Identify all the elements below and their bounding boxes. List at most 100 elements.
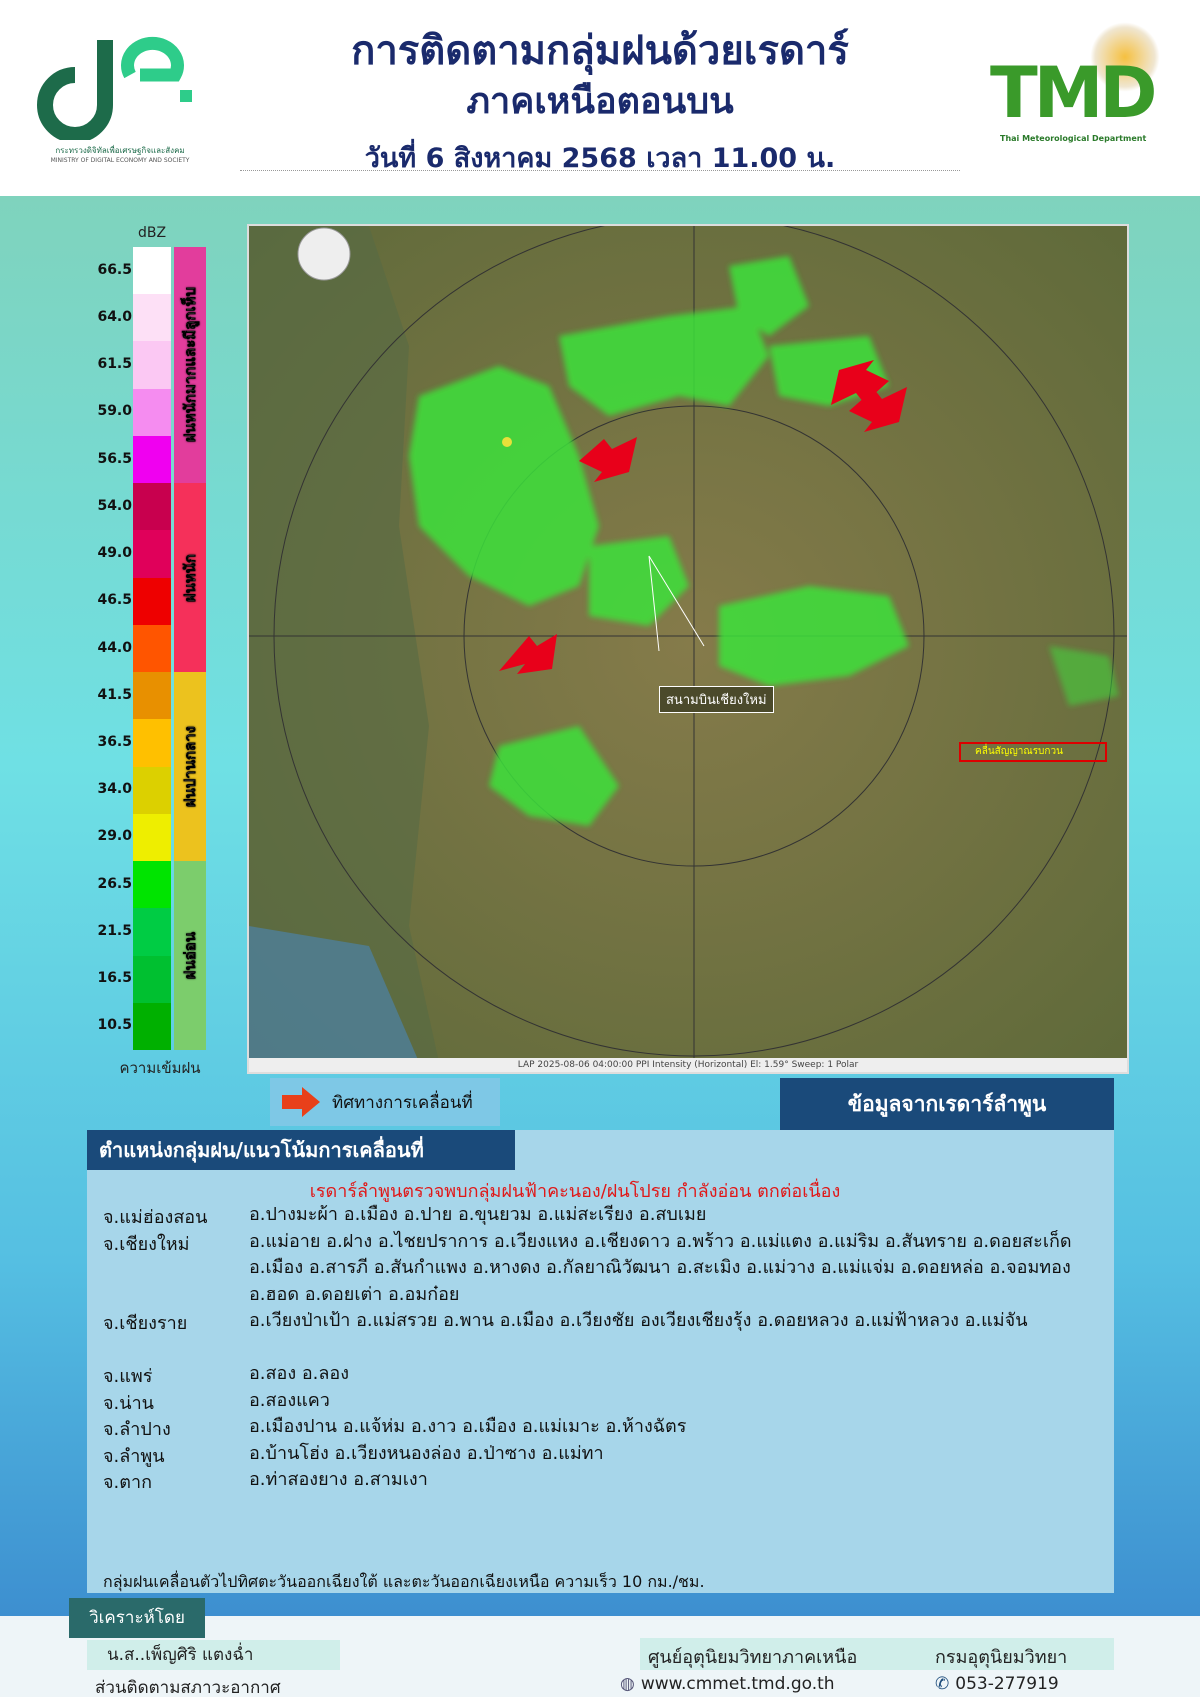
district-list: อ.สอง อ.ลอง xyxy=(249,1363,350,1384)
legend-category: ฝนหนัก xyxy=(174,483,206,673)
department-name: กรมอุตุนิยมวิทยา xyxy=(935,1647,1068,1668)
province-row: จ.เชียงราย อ.เวียงป่าเป้า อ.แม่สรวย อ.พาน… xyxy=(103,1308,1089,1337)
contact-box xyxy=(640,1638,1114,1670)
legend-color-swatch xyxy=(133,908,171,957)
divider xyxy=(240,170,960,171)
tmd-seal-icon xyxy=(297,227,351,281)
globe-icon: ◍ xyxy=(620,1674,635,1694)
legend-color-swatch xyxy=(133,719,171,768)
legend-footer: ความเข้มฝน xyxy=(119,1059,201,1077)
legend-category-label: ฝนปานกลาง xyxy=(181,725,200,808)
legend-color-swatch xyxy=(133,435,171,484)
legend-value: 10.5 xyxy=(97,1017,132,1034)
analyst-unit: ส่วนติดตามสภาวะอากาศ xyxy=(95,1678,281,1698)
legend-category-label: ฝนหนักมากและมีลูกเห็บ xyxy=(181,287,200,443)
legend-value: 59.0 xyxy=(97,403,132,420)
legend-value: 21.5 xyxy=(97,922,132,939)
center-name: ศูนย์อุตุนิยมวิทยาภาคเหนือ xyxy=(648,1647,858,1668)
legend-color-swatch xyxy=(133,294,171,342)
legend-value: 54.0 xyxy=(97,497,132,514)
website-link[interactable]: ◍ www.cmmet.tmd.go.th xyxy=(620,1674,835,1694)
phone-icon: ✆ xyxy=(935,1674,950,1694)
movement-note: กลุ่มฝนเคลื่อนตัวไปทิศตะวันออกเฉียงใต้ แ… xyxy=(103,1572,705,1591)
arrow-icon xyxy=(849,387,907,432)
header: กระทรวงดิจิทัลเพื่อเศรษฐกิจและสังคม MINI… xyxy=(0,0,1200,196)
radar-map[interactable]: สนามบินเชียงใหม่ คลื่นสัญญาณรบกวน LAP 20… xyxy=(247,224,1129,1074)
legend-category-label: ฝนหนัก xyxy=(181,553,200,602)
radar-source-banner: ข้อมูลจากเรดาร์ลำพูน xyxy=(780,1078,1114,1130)
legend-color-swatch xyxy=(133,861,171,909)
legend-unit: dBZ xyxy=(137,225,167,241)
province-row: จ.แม่ฮ่องสอน อ.ปางมะผ้า อ.เมือง อ.ปาย อ.ข… xyxy=(103,1202,1089,1231)
panel-headline: เรดาร์ลำพูนตรวจพบกลุ่มฝนฟ้าคะนอง/ฝนโปรย … xyxy=(309,1181,841,1202)
province-name: จ.แม่ฮ่องสอน xyxy=(103,1207,208,1228)
arrow-icon xyxy=(579,437,637,482)
movement-arrows xyxy=(499,360,907,674)
interference-label: คลื่นสัญญาณรบกวน xyxy=(959,742,1107,762)
legend-value: 46.5 xyxy=(97,592,132,609)
legend-color-swatch xyxy=(133,766,171,815)
district-list: อ.แม่อาย อ.ฝาง อ.ไชยปราการ อ.เวียงแหง อ.… xyxy=(249,1230,1072,1305)
ministry-name-en: MINISTRY OF DIGITAL ECONOMY AND SOCIETY xyxy=(50,157,190,164)
legend-color-swatch xyxy=(133,247,171,295)
province-name: จ.เชียงราย xyxy=(103,1313,188,1334)
legend-category: ฝนหนักมากและมีลูกเห็บ xyxy=(174,247,206,484)
ministry-name-th: กระทรวงดิจิทัลเพื่อเศรษฐกิจและสังคม xyxy=(55,146,185,155)
legend-color-swatch xyxy=(133,577,171,626)
analyst-name: น.ส..เพ็ญศิริ แตงฉ่ำ xyxy=(87,1640,340,1670)
legend-value: 66.5 xyxy=(97,261,132,278)
legend-color-swatch xyxy=(133,672,171,720)
legend-value: 29.0 xyxy=(97,828,132,845)
province-row: จ.แพร่ อ.สอง อ.ลอง xyxy=(103,1361,1089,1390)
panel-title: ตำแหน่งกลุ่มฝน/แนวโน้มการเคลื่อนที่ xyxy=(87,1130,515,1170)
legend-category: ฝนปานกลาง xyxy=(174,672,206,862)
district-list: อ.ปางมะผ้า อ.เมือง อ.ปาย อ.ขุนยวม อ.แม่ส… xyxy=(249,1204,707,1225)
info-panel xyxy=(87,1130,1114,1593)
legend-color-swatch xyxy=(133,955,171,1004)
legend-value: 44.0 xyxy=(97,639,132,656)
province-name: จ.แพร่ xyxy=(103,1366,153,1387)
district-list: อ.เวียงป่าเป้า อ.แม่สรวย อ.พาน อ.เมือง อ… xyxy=(249,1310,1028,1331)
district-list: อ.เมืองปาน อ.แจ้ห่ม อ.งาว อ.เมือง อ.แม่เ… xyxy=(249,1416,687,1437)
rain-echoes xyxy=(409,256,1119,826)
legend-value: 61.5 xyxy=(97,356,132,373)
district-list: อ.บ้านโฮ่ง อ.เวียงหนองล่อง อ.ป่าซาง อ.แม… xyxy=(249,1442,604,1464)
legend-value: 56.5 xyxy=(97,450,132,467)
legend-value: 36.5 xyxy=(97,733,132,750)
report-date: วันที่ 6 สิงหาคม 2568 เวลา 11.00 น. xyxy=(364,143,836,174)
legend-value: 16.5 xyxy=(97,970,132,987)
legend-value: 64.0 xyxy=(97,308,132,325)
district-list: อ.ท่าสองยาง อ.สามเงา xyxy=(249,1469,428,1490)
movement-legend: ทิศทางการเคลื่อนที่ xyxy=(270,1078,500,1126)
page-title: การติดตามกลุ่มฝนด้วยเรดาร์ xyxy=(351,28,849,74)
airport-label: สนามบินเชียงใหม่ xyxy=(659,686,774,713)
legend-category: ฝนอ่อน xyxy=(174,861,206,1050)
legend-color-swatch xyxy=(133,341,171,390)
legend-value: 49.0 xyxy=(97,545,132,562)
legend-value: 26.5 xyxy=(97,875,132,892)
province-row: จ.ลำปาง อ.เมืองปาน อ.แจ้ห่ม อ.งาว อ.เมือง… xyxy=(103,1414,1089,1443)
province-row: จ.ตาก อ.ท่าสองยาง อ.สามเงา xyxy=(103,1467,1089,1496)
legend-color-swatch xyxy=(133,388,171,437)
legend-color-swatch xyxy=(133,624,171,673)
legend-category-label: ฝนอ่อน xyxy=(181,931,200,980)
province-row: จ.น่าน อ.สองแคว xyxy=(103,1388,1089,1417)
arrow-icon xyxy=(499,634,557,674)
page-subtitle: ภาคเหนือตอนบน xyxy=(466,81,734,122)
province-row: จ.ลำพูน อ.บ้านโฮ่ง อ.เวียงหนองล่อง อ.ป่าซ… xyxy=(103,1441,1089,1470)
tmd-logo: TMD Thai Meteorological Department xyxy=(990,22,1170,152)
province-name: จ.น่าน xyxy=(103,1392,154,1414)
province-name: จ.ลำปาง xyxy=(103,1419,171,1440)
province-name: จ.ลำพูน xyxy=(103,1445,165,1467)
legend-color-swatch xyxy=(133,813,171,862)
legend-value: 34.0 xyxy=(97,781,132,798)
legend-value: 41.5 xyxy=(97,686,132,703)
province-name: จ.เชียงใหม่ xyxy=(103,1233,190,1255)
legend-color-swatch xyxy=(133,530,171,579)
ministry-logo: กระทรวงดิจิทัลเพื่อเศรษฐกิจและสังคม MINI… xyxy=(30,20,210,170)
radar-image xyxy=(249,226,1127,1062)
radar-caption: LAP 2025-08-06 04:00:00 PPI Intensity (H… xyxy=(249,1058,1127,1072)
red-arrow-icon xyxy=(282,1087,320,1117)
phone-number: ✆ 053-277919 xyxy=(935,1674,1059,1694)
district-list: อ.สองแคว xyxy=(249,1389,330,1411)
